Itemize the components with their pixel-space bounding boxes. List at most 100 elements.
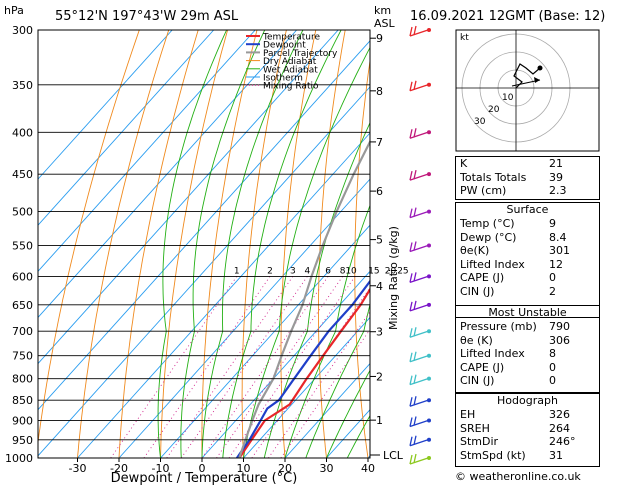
legend-label: Wet Adiabat: [263, 65, 318, 75]
table-row: StmSpd (kt) 31: [456, 449, 599, 463]
table-row: CAPE (J) 0: [456, 271, 599, 285]
mixing-ratio-label: 8: [340, 266, 346, 276]
table-value: 8.4: [549, 230, 567, 244]
lcl-label: LCL: [383, 449, 404, 462]
isotherm-line: [38, 40, 370, 411]
wind-barb-dot: [427, 172, 431, 177]
wind-barb-dot: [427, 376, 431, 381]
mixing-ratio-lines: [110, 276, 370, 458]
table-value: 9: [549, 217, 556, 230]
surface-box: Surface Temp (°C) 9 Dewp (°C) 8.4 θe(K) 301 Lif…: [455, 202, 600, 318]
table-key: CIN (J): [460, 284, 495, 298]
plot-frame: [37, 29, 371, 459]
legend-label: Parcel Trajectory: [263, 49, 338, 59]
table-row: PW (cm) 2.3: [456, 184, 599, 198]
wind-barb-dot: [427, 28, 431, 32]
isotherm-line: [284, 362, 370, 458]
wind-barb-dot: [427, 302, 431, 307]
table-row: Temp (°C) 9: [456, 217, 599, 231]
temperature-tick-label: -30: [69, 462, 87, 475]
temperature-tick-label: 40: [361, 462, 375, 475]
wind-barb-dot: [427, 456, 431, 460]
indices-box: K 21 Totals Totals 39 PW (cm) 2.3: [455, 156, 600, 200]
altitude-tick-label: 4: [376, 280, 383, 293]
table-title: Most Unstable: [488, 306, 567, 319]
table-value: 326: [549, 408, 570, 421]
wind-barb-staff: [409, 419, 429, 428]
pressure-tick-label: 950: [12, 434, 33, 447]
legend-label: Isotherm: [263, 74, 303, 84]
hodograph-trace: [513, 63, 541, 89]
wind-barb-flag: [409, 208, 413, 218]
wind-barb-flag: [409, 375, 413, 385]
mixing-ratio-line: [216, 276, 343, 458]
temperature-tick-label: 20: [278, 462, 292, 475]
table-key: StmDir: [460, 435, 499, 449]
table-key: Temp (°C): [460, 217, 515, 230]
wind-barb-flag: [413, 128, 417, 138]
series-line-dewpoint: [235, 279, 370, 458]
table-key: θe (K): [460, 333, 493, 347]
mixing-ratio-label: 1: [234, 266, 240, 276]
wind-barb-staff: [409, 275, 429, 284]
wind-barb-flag: [409, 352, 413, 362]
table-value: 306: [549, 333, 570, 347]
wind-barb-staff: [409, 84, 429, 92]
wind-barb-flag: [413, 241, 417, 251]
wind-barb-dot: [427, 130, 431, 135]
table-value: 0: [549, 271, 556, 285]
table-value: 264: [549, 421, 570, 435]
altitude-tick-label: 5: [376, 234, 383, 247]
mixing-ratio-label: 6: [325, 266, 331, 276]
mixing-ratio-line: [143, 276, 271, 458]
mixing-ratio-label: 15: [368, 266, 379, 276]
temperature-tick-label: -10: [152, 462, 170, 475]
title-location: 55°12'N 197°43'W 29m ASL: [55, 9, 239, 24]
series-line-temperature: [238, 287, 370, 458]
table-row: SREH 264: [456, 422, 599, 436]
altitude-tick-label: 7: [376, 136, 383, 149]
wind-barb-flag: [413, 25, 417, 36]
temperature-tick-label: -20: [110, 462, 128, 475]
wind-barb-flag: [413, 169, 417, 180]
isotherm-line: [160, 224, 370, 458]
mixing-ratio-line: [280, 328, 370, 458]
table-row: StmDir 246°: [456, 435, 599, 449]
wind-barb-flag: [413, 80, 417, 90]
title-date: 16.09.2021 12GMT (Base: 12): [410, 9, 605, 24]
table-key: CAPE (J): [460, 271, 505, 285]
mixing-ratio-line: [110, 276, 238, 458]
altitude-tick-label: 6: [376, 185, 383, 198]
wind-barb-dot: [427, 82, 431, 87]
wind-barb-flag: [409, 328, 413, 338]
table-key: Lifted Index: [460, 347, 525, 361]
wind-barb-flag: [409, 436, 413, 446]
table-title: Surface: [506, 203, 549, 216]
table-row: Lifted Index 12: [456, 258, 599, 272]
isotherm-line: [38, 30, 256, 273]
wind-barb-flag: [413, 300, 417, 311]
table-row: CIN (J) 0: [456, 374, 599, 388]
table-row: EH 326: [456, 408, 599, 422]
wind-barb-staff: [409, 304, 429, 312]
legend-label: Mixing Ratio: [263, 82, 319, 92]
table-key: PW (cm): [460, 184, 507, 198]
table-key: Dewp (°C): [460, 230, 517, 244]
mixing-ratio-label: 2: [267, 266, 273, 276]
x-axis-label: Dewpoint / Temperature (°C): [111, 471, 298, 486]
pressure-tick-label: 450: [12, 168, 33, 181]
isotherm-line: [38, 30, 173, 180]
temperature-tick-label: 30: [320, 462, 334, 475]
hodograph-ring-label: 30: [474, 117, 486, 127]
wind-barbs: [409, 25, 431, 465]
wind-barb-dot: [427, 209, 431, 214]
hodograph-ring-label: 10: [502, 93, 514, 103]
wind-barb-dot: [427, 243, 431, 248]
table-key: Totals Totals: [460, 170, 527, 184]
hodograph-unit-label: kt: [460, 33, 469, 43]
wind-barb-staff: [409, 439, 429, 447]
wind-barb-flag: [409, 417, 413, 427]
